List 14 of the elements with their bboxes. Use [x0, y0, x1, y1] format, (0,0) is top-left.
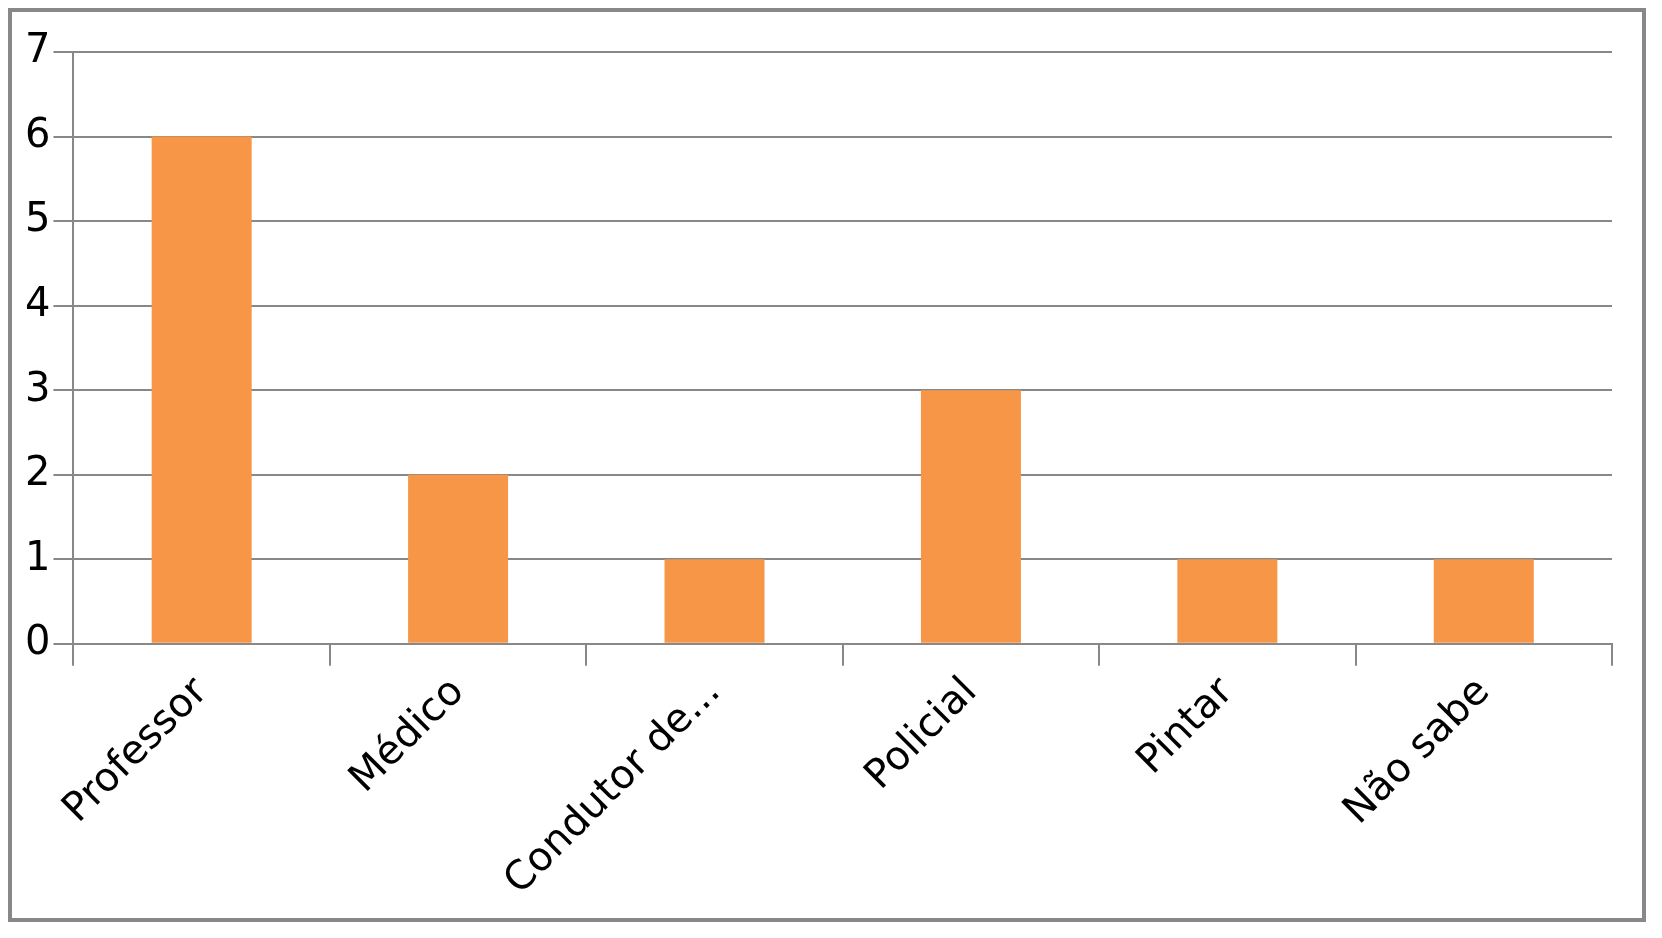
y-tick-label: 6	[25, 109, 51, 156]
y-tick-label: 4	[25, 279, 51, 326]
bar	[151, 136, 252, 643]
y-tick-label: 5	[25, 194, 51, 241]
bar	[920, 390, 1021, 643]
bar	[664, 559, 765, 643]
bar	[1177, 559, 1278, 643]
y-tick-label: 0	[25, 617, 51, 664]
y-tick-label: 2	[25, 448, 51, 495]
bar	[1433, 559, 1534, 643]
y-tick-label: 1	[25, 532, 51, 579]
y-tick-label: 3	[25, 363, 51, 410]
bar	[408, 474, 509, 643]
y-tick-label: 7	[25, 25, 51, 72]
